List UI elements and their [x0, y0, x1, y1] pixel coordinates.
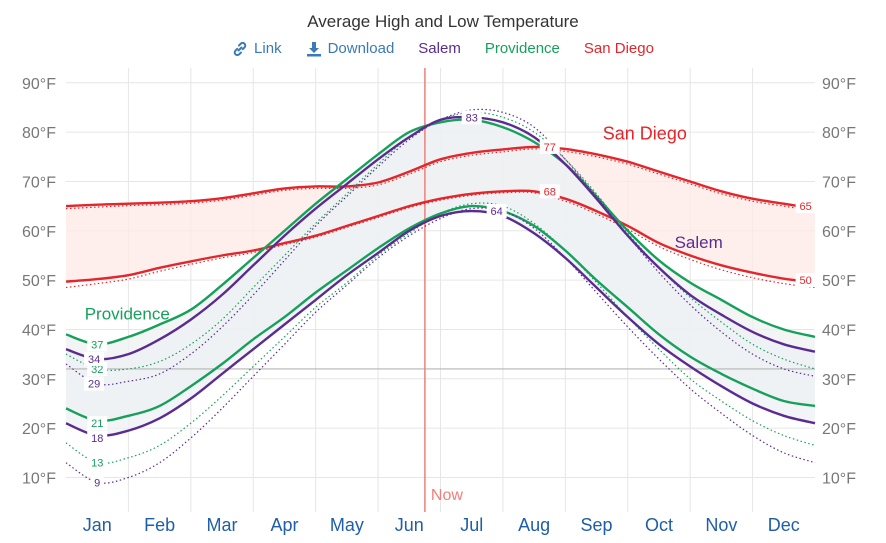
- salem-value-label-3: 9: [94, 477, 100, 489]
- salem-label-bg-0: [84, 352, 105, 367]
- salem-series-label: Salem: [675, 233, 723, 252]
- month-label-oct: Oct: [645, 515, 673, 535]
- link-label: Link: [254, 40, 282, 57]
- y-tick-left-80: 80°F: [22, 125, 56, 142]
- month-label-feb: Feb: [144, 515, 175, 535]
- salem-low-line: [65, 209, 816, 437]
- band-san-diego: [66, 146, 815, 283]
- month-label-jun: Jun: [395, 515, 424, 535]
- y-tick-right-10: 10°F: [822, 470, 856, 487]
- providence-value-label-0: 37: [91, 339, 103, 351]
- legend: Link Download Salem Providence San Diego: [0, 40, 886, 57]
- y-tick-left-10: 10°F: [22, 470, 56, 487]
- salem-value-label-4: 83: [466, 112, 478, 124]
- y-tick-left-70: 70°F: [22, 174, 56, 191]
- y-tick-right-40: 40°F: [822, 322, 856, 339]
- link-button[interactable]: Link: [232, 40, 282, 57]
- san-diego-value-label-1: 68: [544, 186, 556, 198]
- y-tick-right-20: 20°F: [822, 421, 856, 438]
- y-tick-left-90: 90°F: [22, 76, 56, 93]
- san-diego-label-bg-0: [539, 139, 560, 154]
- providence-series-label: Providence: [85, 305, 170, 324]
- san-diego-value-label-3: 50: [800, 275, 812, 287]
- salem-high-line: [65, 115, 816, 361]
- san-diego-value-label-2: 65: [800, 201, 812, 213]
- y-tick-right-80: 80°F: [822, 125, 856, 142]
- providence-high-normal-line: [65, 111, 816, 371]
- y-tick-right-30: 30°F: [822, 372, 856, 389]
- month-label-apr: Apr: [270, 515, 298, 535]
- month-label-sep: Sep: [581, 515, 613, 535]
- y-tick-right-50: 50°F: [822, 273, 856, 290]
- salem-value-label-5: 64: [491, 206, 503, 218]
- download-label: Download: [327, 40, 395, 57]
- y-tick-left-40: 40°F: [22, 322, 56, 339]
- salem-value-label-2: 18: [91, 433, 103, 445]
- san-diego-low-normal-line: [65, 191, 816, 289]
- providence-value-label-3: 13: [91, 458, 103, 470]
- link-icon: [233, 41, 247, 56]
- month-label-jul: Jul: [460, 515, 483, 535]
- salem-label-bg-2: [87, 431, 108, 445]
- month-label-mar: Mar: [207, 515, 238, 535]
- chart-title: Average High and Low Temperature: [307, 12, 579, 31]
- salem-label-bg-5: [486, 204, 507, 219]
- y-tick-left-60: 60°F: [22, 224, 56, 241]
- san-diego-high-line: [65, 145, 816, 210]
- salem-low-normal-line: [65, 207, 816, 484]
- san-diego-label-bg-3: [795, 273, 816, 288]
- providence-value-label-1: 32: [91, 364, 103, 376]
- month-label-nov: Nov: [705, 515, 737, 535]
- salem-value-label-0: 34: [88, 354, 100, 366]
- month-label-aug: Aug: [518, 515, 550, 535]
- month-label-may: May: [330, 515, 364, 535]
- legend-label-providence: Providence: [484, 40, 560, 57]
- salem-value-label-1: 29: [88, 379, 100, 391]
- providence-label-bg-2: [87, 416, 108, 431]
- download-icon: [306, 41, 321, 56]
- download-button[interactable]: Download: [306, 40, 395, 57]
- month-label-dec: Dec: [768, 515, 800, 535]
- salem-label-bg-1: [84, 376, 105, 391]
- legend-label-san-diego: San Diego: [583, 40, 654, 57]
- legend-item-salem[interactable]: Salem: [418, 40, 461, 57]
- providence-value-label-2: 21: [91, 418, 103, 430]
- san-diego-low-line: [65, 189, 816, 284]
- san-diego-value-label-0: 77: [544, 142, 556, 154]
- band-salem: [66, 117, 815, 436]
- y-tick-right-70: 70°F: [822, 174, 856, 191]
- legend-item-san-diego[interactable]: San Diego: [584, 40, 654, 57]
- month-label-jan: Jan: [83, 515, 112, 535]
- providence-label-bg-0: [87, 337, 108, 352]
- y-tick-left-50: 50°F: [22, 273, 56, 290]
- san-diego-high-normal-line: [65, 148, 816, 212]
- y-tick-right-60: 60°F: [822, 224, 856, 241]
- y-tick-left-20: 20°F: [22, 421, 56, 438]
- salem-label-bg-4: [461, 110, 482, 125]
- providence-low-line: [65, 204, 816, 423]
- legend-item-providence[interactable]: Providence: [485, 40, 560, 57]
- now-label: Now: [431, 487, 463, 504]
- legend-label-salem: Salem: [418, 40, 461, 57]
- y-tick-right-90: 90°F: [822, 76, 856, 93]
- providence-label-bg-3: [87, 455, 108, 470]
- providence-low-normal-line: [65, 202, 816, 464]
- y-tick-left-30: 30°F: [22, 372, 56, 389]
- san-diego-series-label: San Diego: [603, 124, 687, 144]
- san-diego-label-bg-2: [795, 199, 816, 214]
- san-diego-label-bg-1: [539, 184, 560, 199]
- salem-label-bg-3: [90, 475, 104, 490]
- providence-high-line: [65, 118, 816, 346]
